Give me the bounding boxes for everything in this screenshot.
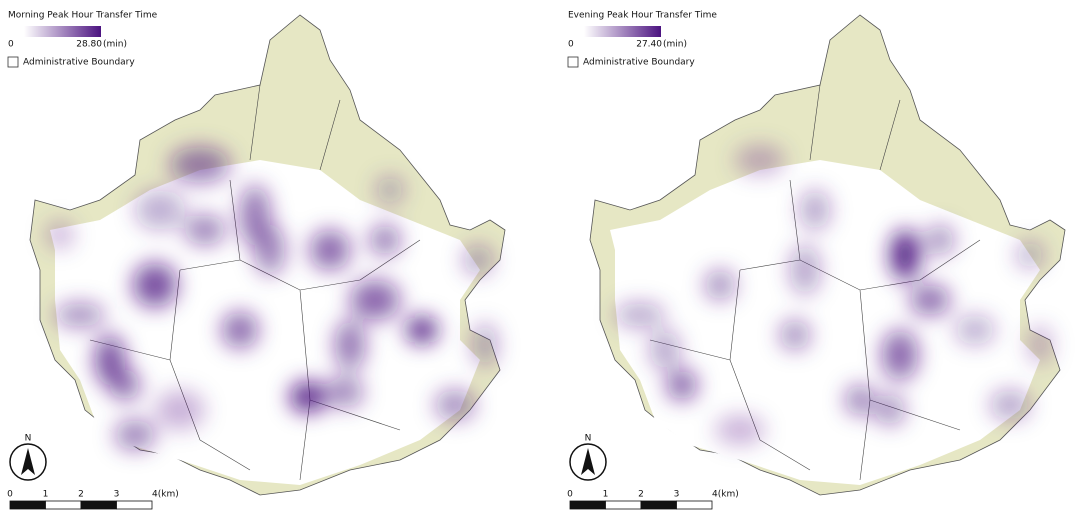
scale-segment: [640, 500, 677, 510]
heat-spot: [290, 382, 326, 412]
heat-spot: [955, 315, 995, 345]
heat-spot: [735, 145, 785, 175]
heat-layer: [615, 145, 1052, 445]
north-label: N: [585, 434, 592, 444]
map-panel: Evening Peak Hour Transfer Time 0 27.40 (mi…: [567, 11, 1066, 510]
scale-label: 0: [7, 490, 13, 500]
scale-segment: [80, 500, 117, 510]
north-arrow: [581, 448, 595, 475]
scale-label: 2: [638, 490, 644, 500]
legend-title: Evening Peak Hour Transfer Time: [568, 11, 717, 21]
heat-spot: [845, 385, 875, 415]
heat-layer: [46, 147, 497, 450]
scale-segment: [676, 500, 713, 510]
heat-spot: [435, 390, 475, 420]
scale-segment: [116, 500, 153, 510]
heat-spot: [155, 390, 205, 430]
boundary-label: Administrative Boundary: [23, 58, 135, 68]
scale-label: 3: [114, 490, 120, 500]
legend-min: 0: [568, 40, 574, 50]
heat-spot: [350, 280, 400, 320]
legend-max: 27.40: [636, 40, 662, 50]
scale-segment: [45, 500, 82, 510]
heat-spot: [135, 190, 185, 230]
legend-min: 0: [8, 40, 14, 50]
legend-unit: (min): [663, 40, 687, 50]
boundary-label: Administrative Boundary: [583, 58, 695, 68]
scale-segment: [9, 500, 46, 510]
heat-spot: [222, 312, 258, 348]
map-panel: Morning Peak Hour Transfer Time 0 28.80 (mi…: [7, 11, 506, 510]
heat-spot: [370, 225, 400, 255]
legend-title: Morning Peak Hour Transfer Time: [8, 11, 158, 21]
heat-spot: [407, 317, 437, 343]
heat-spot: [115, 420, 155, 450]
scale-label: 0: [567, 490, 573, 500]
heat-spot: [667, 370, 697, 400]
scale-label: 3: [674, 490, 680, 500]
heat-spot: [55, 303, 105, 327]
base-map: [589, 14, 1066, 496]
heat-spot: [780, 320, 810, 350]
legend-gradient: [584, 26, 661, 37]
heat-spot: [327, 377, 363, 407]
boundary-swatch: [567, 56, 579, 68]
heat-spot: [910, 285, 950, 315]
heat-spot: [335, 320, 365, 370]
heat-spot: [715, 415, 765, 445]
heat-spot: [1016, 241, 1044, 269]
heat-spot: [310, 230, 350, 270]
legend-gradient: [24, 26, 101, 37]
heat-spot: [875, 395, 905, 425]
scale-segment: [569, 500, 606, 510]
heat-spot: [926, 225, 954, 255]
heat-spot: [376, 176, 404, 204]
heat-spot: [882, 330, 918, 380]
north-label: N: [25, 434, 32, 444]
heat-spot: [46, 221, 74, 249]
scale-label: 1: [603, 490, 609, 500]
heat-spot: [463, 245, 493, 275]
heat-spot: [185, 215, 225, 245]
scale-label: 4(km): [152, 490, 179, 500]
heat-spot: [790, 245, 820, 295]
legend-max: 28.80: [76, 40, 102, 50]
north-arrow: [21, 448, 35, 475]
heat-spot: [990, 390, 1030, 420]
heat-spot: [170, 147, 230, 183]
heat-spot: [473, 323, 497, 367]
heat-spot: [891, 230, 919, 280]
scale-segment: [605, 500, 642, 510]
heat-spot: [705, 270, 735, 300]
scale-label: 4(km): [712, 490, 739, 500]
legend-unit: (min): [103, 40, 127, 50]
heat-spot: [650, 330, 680, 370]
boundary-swatch: [7, 56, 19, 68]
heat-spot: [133, 263, 177, 307]
heat-spot: [800, 190, 830, 230]
heat-spot: [615, 303, 665, 327]
scale-label: 2: [78, 490, 84, 500]
heat-spot: [255, 225, 285, 275]
heat-spot: [110, 370, 140, 400]
heat-spot: [1028, 325, 1052, 365]
scale-label: 1: [43, 490, 49, 500]
